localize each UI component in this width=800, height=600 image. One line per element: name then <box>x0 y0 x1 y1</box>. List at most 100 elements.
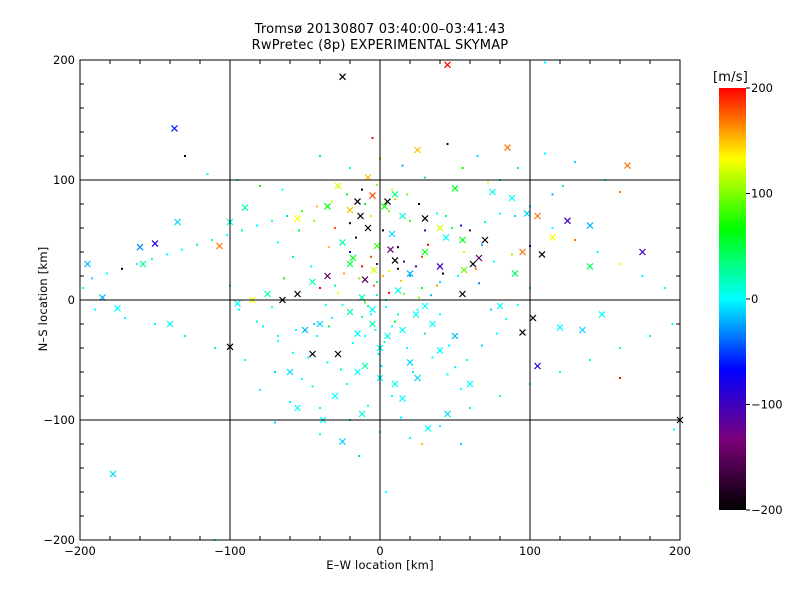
dot-marker <box>355 236 357 239</box>
dot-marker <box>481 344 483 347</box>
dot-marker <box>181 248 183 251</box>
dot-marker <box>136 263 138 265</box>
x-marker-stroke <box>406 358 414 366</box>
x-marker-stroke <box>459 236 466 244</box>
x-marker <box>549 234 556 242</box>
x-marker <box>387 246 394 254</box>
dot-marker <box>457 275 459 277</box>
grid-lines <box>80 60 680 540</box>
dot-marker <box>446 373 449 376</box>
x-marker-stroke <box>406 270 414 278</box>
x-marker-stroke <box>598 310 606 318</box>
x-marker <box>174 218 181 226</box>
x-marker <box>324 272 331 280</box>
dot-marker <box>391 395 393 397</box>
dot-marker <box>416 308 419 311</box>
echo-points <box>82 61 684 541</box>
dot-marker <box>418 296 420 299</box>
dot-marker <box>544 152 546 155</box>
x-marker <box>444 61 451 69</box>
dot-marker <box>340 368 342 371</box>
dot-marker <box>511 253 513 256</box>
x-marker-stroke <box>519 328 526 336</box>
dot-marker <box>310 265 312 268</box>
x-marker <box>373 242 381 250</box>
dot-marker <box>478 282 480 285</box>
x-marker <box>459 236 466 244</box>
x-marker-stroke <box>523 210 531 218</box>
x-marker-stroke <box>387 246 394 254</box>
x-marker <box>334 182 342 190</box>
x-marker-stroke <box>421 214 429 222</box>
dot-marker <box>334 284 336 287</box>
x-marker-stroke <box>174 218 181 226</box>
dot-marker <box>391 188 393 191</box>
dot-marker <box>376 263 378 265</box>
x-marker-stroke <box>241 204 249 212</box>
x-marker-stroke <box>624 162 631 170</box>
x-marker <box>388 230 396 238</box>
dot-marker <box>505 318 507 321</box>
y-tick-label: 0 <box>68 293 75 307</box>
x-marker-stroke <box>414 374 421 382</box>
dot-marker <box>427 243 429 246</box>
dot-marker <box>364 335 366 337</box>
x-marker-stroke <box>346 206 354 214</box>
dot-marker <box>277 335 279 337</box>
x-marker <box>339 438 346 446</box>
dot-marker <box>370 215 372 217</box>
dot-marker <box>292 255 294 258</box>
x-marker-stroke <box>361 362 369 370</box>
dot-marker <box>380 365 383 367</box>
x-marker-stroke <box>334 350 342 358</box>
dot-marker <box>376 183 378 186</box>
x-marker-stroke <box>489 188 496 196</box>
dot-marker <box>409 437 411 439</box>
dot-marker <box>374 329 377 331</box>
x-marker-stroke <box>136 243 144 251</box>
x-marker <box>234 300 241 308</box>
dot-marker <box>641 275 644 277</box>
dot-marker <box>619 347 621 349</box>
x-marker <box>391 190 399 198</box>
x-marker-stroke <box>139 260 147 268</box>
x-marker-stroke <box>579 326 586 334</box>
dot-marker <box>382 275 384 277</box>
x-marker <box>523 210 531 218</box>
dot-marker <box>469 229 471 232</box>
x-marker-stroke <box>346 260 354 268</box>
dot-marker <box>409 219 411 222</box>
x-marker-stroke <box>151 240 159 248</box>
colorbar <box>719 88 746 510</box>
dot-marker <box>454 366 456 369</box>
dot-marker <box>403 293 405 295</box>
dot-marker <box>377 353 380 355</box>
x-marker <box>349 254 357 262</box>
dot-marker <box>412 371 414 373</box>
x-marker-stroke <box>309 278 316 286</box>
dot-marker <box>460 387 462 390</box>
x-marker-stroke <box>564 217 571 225</box>
x-marker <box>475 254 483 262</box>
dot-marker <box>346 193 348 196</box>
x-marker <box>519 328 526 336</box>
x-marker-stroke <box>339 238 346 246</box>
x-marker <box>496 302 504 310</box>
x-marker <box>166 320 174 328</box>
x-marker <box>442 234 450 242</box>
x-marker-stroke <box>534 362 541 370</box>
dot-marker <box>551 193 554 196</box>
x-marker-stroke <box>309 350 316 358</box>
x-marker <box>369 192 376 200</box>
y-tick-label: −100 <box>43 413 75 427</box>
x-marker-stroke <box>421 248 429 256</box>
x-marker-stroke <box>109 470 117 478</box>
dot-marker <box>361 315 363 318</box>
x-marker-stroke <box>354 330 361 338</box>
x-tick-label: −200 <box>64 544 96 558</box>
dot-marker <box>388 291 390 294</box>
dot-marker <box>244 359 246 361</box>
x-marker-stroke <box>508 194 516 202</box>
x-marker <box>151 240 159 248</box>
